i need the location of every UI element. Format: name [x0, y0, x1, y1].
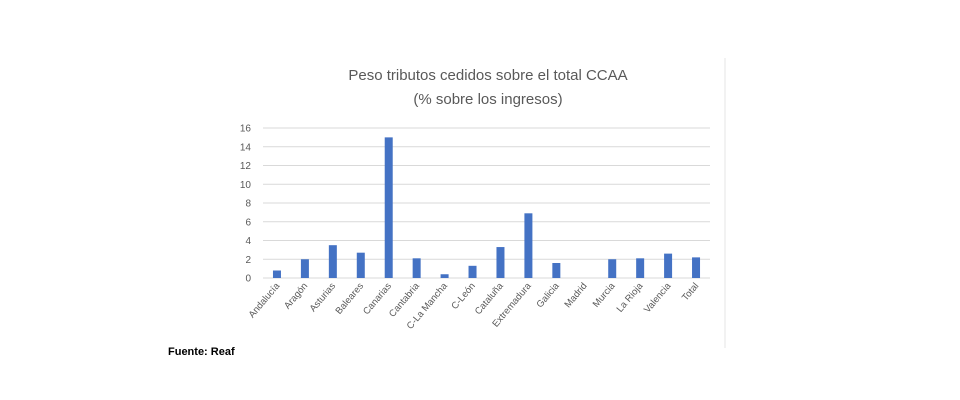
y-tick-label: 14 — [240, 142, 252, 153]
bar — [384, 137, 393, 278]
y-axis-ticks: 0 2 4 6 8 10 12 14 16 — [240, 124, 252, 285]
bar — [608, 259, 617, 278]
x-category-label: Madrid — [562, 281, 589, 310]
x-category-label: La Rioja — [615, 280, 646, 314]
bar — [692, 257, 701, 278]
bar — [356, 252, 365, 278]
chart-subtitle: (% sobre los ingresos) — [413, 91, 562, 108]
bar-layer — [272, 137, 701, 278]
bar — [552, 263, 561, 278]
source-note: Fuente: Reaf — [168, 346, 235, 358]
x-category-label: C-León — [449, 281, 477, 312]
y-tick-label: 6 — [245, 217, 251, 228]
y-tick-label: 4 — [245, 236, 251, 247]
x-category-label: Aragón — [282, 281, 310, 312]
bar — [636, 258, 645, 278]
x-axis-labels: Andalucía AragónAsturiasBalearesCanariasC… — [247, 280, 702, 331]
y-tick-label: 12 — [240, 161, 252, 172]
x-category-label: Total — [680, 281, 701, 303]
chart-title: Peso tributos cedidos sobre el total CCA… — [348, 67, 627, 84]
x-category-label: Valencia — [642, 280, 674, 315]
x-category-label: Galicia — [535, 280, 563, 310]
bar — [440, 274, 449, 278]
bar — [300, 259, 309, 278]
bar — [328, 245, 337, 278]
y-tick-label: 16 — [240, 124, 252, 135]
bar — [272, 270, 281, 278]
bar — [496, 247, 505, 278]
y-tick-label: 8 — [245, 199, 251, 210]
grid-layer — [263, 127, 710, 279]
y-tick-label: 10 — [240, 180, 252, 191]
y-tick-label: 2 — [245, 255, 251, 266]
x-category-label: Andalucía — [247, 280, 283, 320]
bar — [664, 253, 673, 278]
bar — [468, 265, 477, 278]
bar — [524, 213, 533, 278]
bar — [412, 258, 421, 278]
y-tick-label: 0 — [245, 274, 251, 285]
x-category-label: Murcia — [591, 280, 618, 309]
